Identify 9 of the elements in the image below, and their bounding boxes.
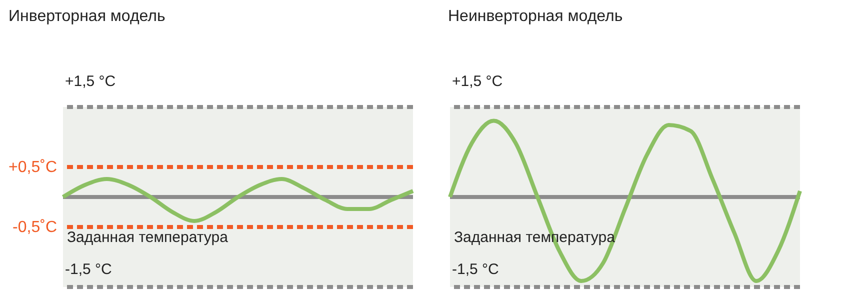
ref-line-label: -0,5˚C	[12, 219, 57, 236]
ref-line-label: +1,5 °C	[452, 73, 503, 90]
ref-line-label: -1,5 °C	[65, 261, 112, 278]
chart-title: Инверторная модель	[8, 8, 166, 25]
ref-line-label: Заданная температура	[67, 229, 229, 246]
ref-line-label: +1,5 °C	[65, 73, 116, 90]
ref-line-label: -1,5 °C	[452, 261, 500, 278]
ref-line-label: +0,5˚C	[8, 159, 57, 176]
chart-title: Неинверторная модель	[448, 8, 623, 25]
